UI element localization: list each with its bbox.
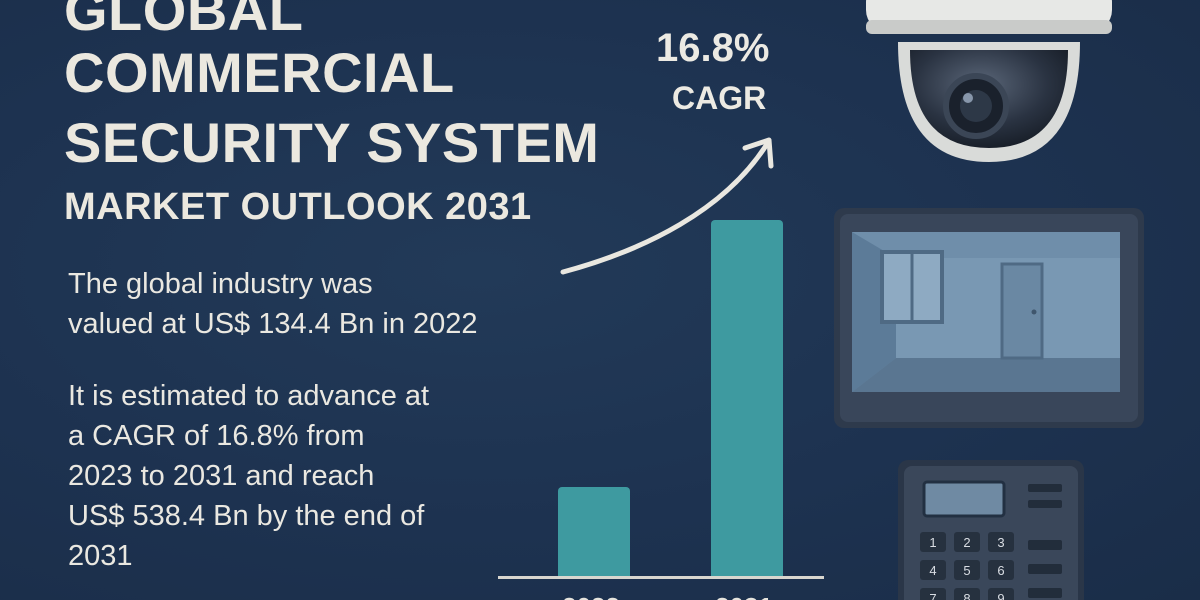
keypad-keys: 1 2 3 4 5 6 7 8 9 (920, 532, 1014, 600)
keypad-key (920, 532, 946, 552)
keypad-key (954, 588, 980, 600)
bar-2022 (558, 487, 630, 576)
cagr-label: CAGR (672, 80, 767, 116)
keypad-key (954, 560, 980, 580)
security-camera-icon (866, 0, 1112, 162)
title-line-1: GLOBAL (64, 0, 304, 42)
summary-line-1: The global industry was (68, 268, 373, 300)
keypad-key-label: 7 (929, 591, 936, 600)
forecast-line-3: 2023 to 2031 and reach (68, 460, 375, 492)
trend-arrow-icon (560, 137, 774, 275)
keypad-key (920, 588, 946, 600)
keypad-key (954, 532, 980, 552)
keypad-key (988, 588, 1014, 600)
tick-label-2022: 2022 (562, 592, 620, 600)
title-line-3: SECURITY SYSTEM (64, 111, 600, 174)
chart-baseline (498, 576, 824, 579)
market-bar-chart: 2022 2031 (490, 200, 830, 600)
subtitle: MARKET OUTLOOK 2031 (64, 186, 532, 228)
keypad-key (920, 560, 946, 580)
summary-paragraph: The global industry was valued at US$ 13… (68, 264, 478, 344)
forecast-paragraph: It is estimated to advance at a CAGR of … (68, 376, 429, 576)
keypad-icon: 1 2 3 4 5 6 7 8 9 (898, 460, 1084, 600)
forecast-line-4: US$ 538.4 Bn by the end of (68, 500, 425, 532)
keypad-key-label: 9 (997, 591, 1004, 600)
keypad-key-label: 1 (929, 535, 936, 550)
monitor-icon (834, 208, 1144, 428)
keypad-key-label: 6 (997, 563, 1004, 578)
keypad-key (988, 532, 1014, 552)
keypad-key-label: 8 (963, 591, 970, 600)
tick-label-2031: 2031 (715, 592, 773, 600)
keypad-key-label: 3 (997, 535, 1004, 550)
title-line-2: COMMERCIAL (64, 41, 455, 104)
summary-line-2: valued at US$ 134.4 Bn in 2022 (68, 308, 478, 340)
keypad-key-label: 5 (963, 563, 970, 578)
cagr-value: 16.8% (656, 26, 770, 70)
forecast-line-1: It is estimated to advance at (68, 380, 430, 412)
bar-2031 (711, 220, 783, 576)
forecast-line-2: a CAGR of 16.8% from (68, 420, 365, 452)
forecast-line-5: 2031 (68, 540, 133, 572)
keypad-key (988, 560, 1014, 580)
keypad-key-label: 2 (963, 535, 970, 550)
keypad-key-label: 4 (929, 563, 936, 578)
